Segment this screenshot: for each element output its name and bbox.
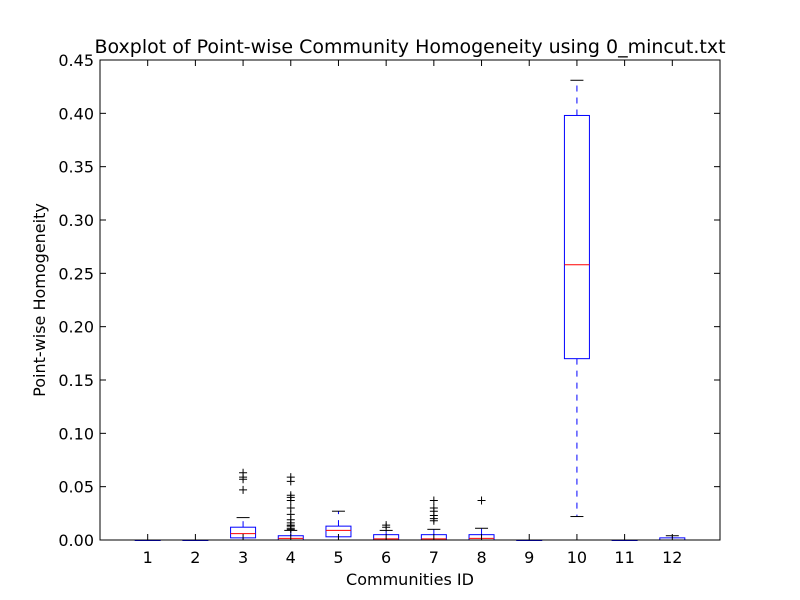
y-axis: 0.00 0.05 0.10 0.15 0.20 0.25 0.30 0.35 0.40 0.45 [58,51,720,550]
x-tick-label: 9 [524,548,534,567]
y-tick-label: 0.30 [58,211,94,230]
x-tick-label: 2 [190,548,200,567]
x-tick-label: 6 [381,548,391,567]
y-tick-label: 0.45 [58,51,94,70]
x-tick-label: 5 [333,548,343,567]
x-tick-label: 4 [286,548,296,567]
box-3 [230,468,257,541]
y-tick-label: 0.10 [58,424,94,443]
outlier-point [286,473,295,482]
box-body [563,114,590,360]
outlier-point [477,496,486,505]
outlier-point [239,468,248,477]
outlier-point [239,485,248,494]
outlier-point [382,521,391,530]
y-tick-label: 0.20 [58,318,94,337]
x-axis-label: Communities ID [346,570,474,589]
y-tick-label: 0.25 [58,264,94,283]
x-tick-label: 8 [476,548,486,567]
outlier-point [286,504,295,512]
axes-frame [99,59,721,541]
box-8 [468,496,495,541]
y-axis-label: Point-wise Homogeneity [30,203,49,397]
y-tick-label: 0.40 [58,104,94,123]
x-axis: 1 2 3 4 5 6 7 8 9 10 11 12 [143,60,682,567]
box-4 [277,473,304,541]
x-tick-label: 3 [238,548,248,567]
box-7 [420,496,447,541]
y-tick-label: 0.05 [58,478,94,497]
chart-title: Boxplot of Point-wise Community Homogene… [94,36,725,58]
y-tick-label: 0.15 [58,371,94,390]
x-tick-label: 1 [143,548,153,567]
x-tick-label: 10 [567,548,587,567]
box-10 [563,79,590,518]
outlier-point [429,504,438,512]
outlier-point [286,491,295,500]
x-tick-label: 7 [429,548,439,567]
plot-area [134,79,686,541]
x-tick-label: 11 [614,548,634,567]
y-tick-label: 0.00 [58,531,94,550]
x-tick-label: 12 [662,548,682,567]
y-tick-label: 0.35 [58,158,94,177]
outlier-point [429,496,438,505]
